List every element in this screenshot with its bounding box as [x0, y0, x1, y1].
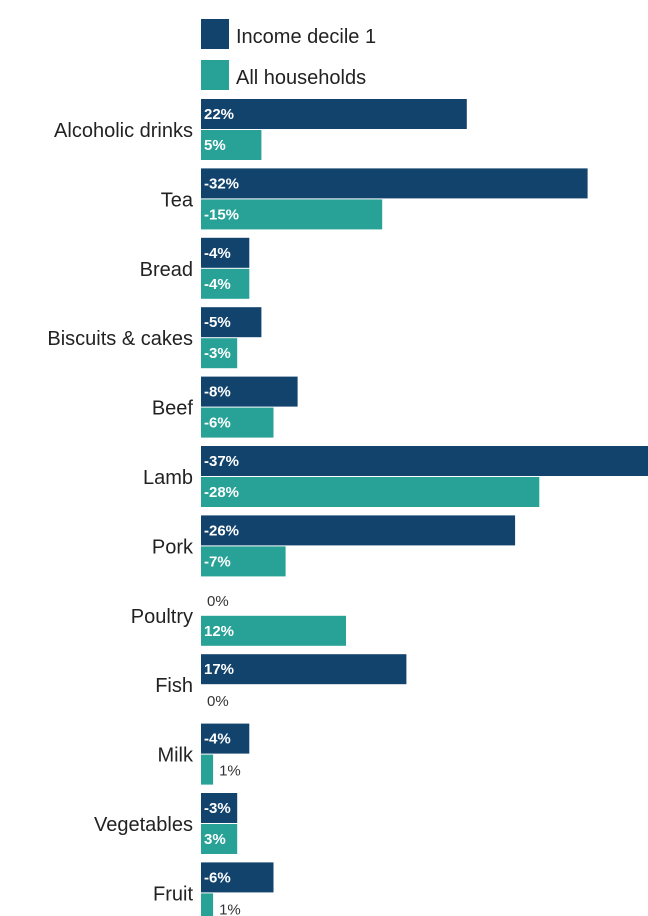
legend: Income decile 1 All households: [201, 19, 376, 90]
category-label: Milk: [157, 745, 194, 767]
bar-income-decile-1: [201, 446, 648, 476]
bar-income-decile-1: [201, 654, 407, 685]
bar-all-households: [201, 477, 540, 507]
data-label-income-decile-1: -4%: [204, 245, 231, 262]
category-label: Vegetables: [94, 814, 193, 836]
category-label: Biscuits & cakes: [47, 328, 193, 350]
bar-income-decile-1: [201, 99, 467, 129]
data-label-income-decile-1: -6%: [204, 869, 231, 886]
bar-all-households: [201, 407, 274, 438]
bar-all-households: [201, 268, 250, 299]
data-label-income-decile-1: -26%: [204, 522, 239, 539]
bar-income-decile-1: [201, 862, 274, 893]
category-group-vegetables: Vegetables -3% 3%: [94, 793, 238, 854]
category-group-milk: Milk -4% 1%: [157, 723, 250, 785]
data-label-all-households: -15%: [204, 206, 239, 223]
bar-income-decile-1: [201, 307, 262, 338]
bar-income-decile-1: [201, 376, 298, 407]
category-group-fish: Fish 17% 0%: [155, 654, 407, 710]
category-label: Pork: [152, 536, 194, 558]
data-label-all-households: -6%: [204, 415, 231, 432]
category-group-bread: Bread -4% -4%: [140, 237, 250, 299]
plot-area: Alcoholic drinks 22% 5% Tea -32% -15% Bread -4%…: [47, 99, 648, 916]
category-group-biscuits-and-cakes: Biscuits & cakes -5% -3%: [47, 307, 262, 369]
data-label-all-households: -28%: [204, 484, 239, 501]
data-label-income-decile-1: 22%: [204, 106, 234, 123]
bar-income-decile-1: [201, 237, 250, 268]
category-label: Bread: [140, 259, 193, 281]
category-group-lamb: Lamb -37% -28%: [143, 446, 648, 507]
data-label-all-households: 0%: [207, 693, 229, 710]
category-group-fruit: Fruit -6% 1%: [153, 862, 274, 916]
bar-all-households: [201, 754, 214, 785]
bar-all-households: [201, 338, 238, 369]
category-label: Fruit: [153, 883, 193, 905]
category-label: Beef: [152, 398, 194, 420]
bar-all-households: [201, 546, 286, 577]
bar-income-decile-1: [201, 515, 516, 546]
bar-all-households: [201, 893, 214, 916]
data-label-all-households: 3%: [204, 831, 226, 848]
category-label: Tea: [161, 189, 194, 211]
category-label: Alcoholic drinks: [54, 120, 193, 142]
bar-income-decile-1: [201, 723, 250, 754]
bar-all-households: [201, 130, 262, 160]
legend-label-all-households: All households: [236, 67, 366, 89]
category-label: Poultry: [131, 606, 193, 628]
data-label-all-households: 5%: [204, 137, 226, 154]
bar-income-decile-1: [201, 168, 588, 199]
data-label-all-households: 12%: [204, 623, 234, 640]
category-group-tea: Tea -32% -15%: [161, 168, 588, 230]
data-label-income-decile-1: -5%: [204, 314, 231, 331]
data-label-income-decile-1: 17%: [204, 661, 234, 678]
category-label: Lamb: [143, 467, 193, 489]
category-group-beef: Beef -8% -6%: [152, 376, 298, 438]
data-label-all-households: -4%: [204, 276, 231, 293]
data-label-all-households: -3%: [204, 345, 231, 362]
legend-label-income-decile-1: Income decile 1: [236, 26, 376, 48]
category-label: Fish: [155, 675, 193, 697]
category-group-pork: Pork -26% -7%: [152, 515, 516, 577]
data-label-income-decile-1: -4%: [204, 731, 231, 748]
bar-all-households: [201, 615, 346, 646]
data-label-all-households: -7%: [204, 553, 231, 570]
bar-all-households: [201, 199, 383, 230]
category-group-poultry: Poultry 0% 12%: [131, 593, 346, 646]
data-label-all-households: 1%: [219, 763, 241, 780]
data-label-income-decile-1: -3%: [204, 800, 231, 817]
legend-swatch-income-decile-1: [201, 19, 229, 49]
category-group-alcoholic-drinks: Alcoholic drinks 22% 5%: [54, 99, 467, 160]
data-label-income-decile-1: -37%: [204, 453, 239, 470]
legend-swatch-all-households: [201, 60, 229, 90]
bar-income-decile-1: [201, 793, 238, 823]
data-label-all-households: 1%: [219, 901, 241, 916]
data-label-income-decile-1: -32%: [204, 175, 239, 192]
data-label-income-decile-1: 0%: [207, 593, 229, 610]
bar-all-households: [201, 824, 238, 854]
data-label-income-decile-1: -8%: [204, 384, 231, 401]
